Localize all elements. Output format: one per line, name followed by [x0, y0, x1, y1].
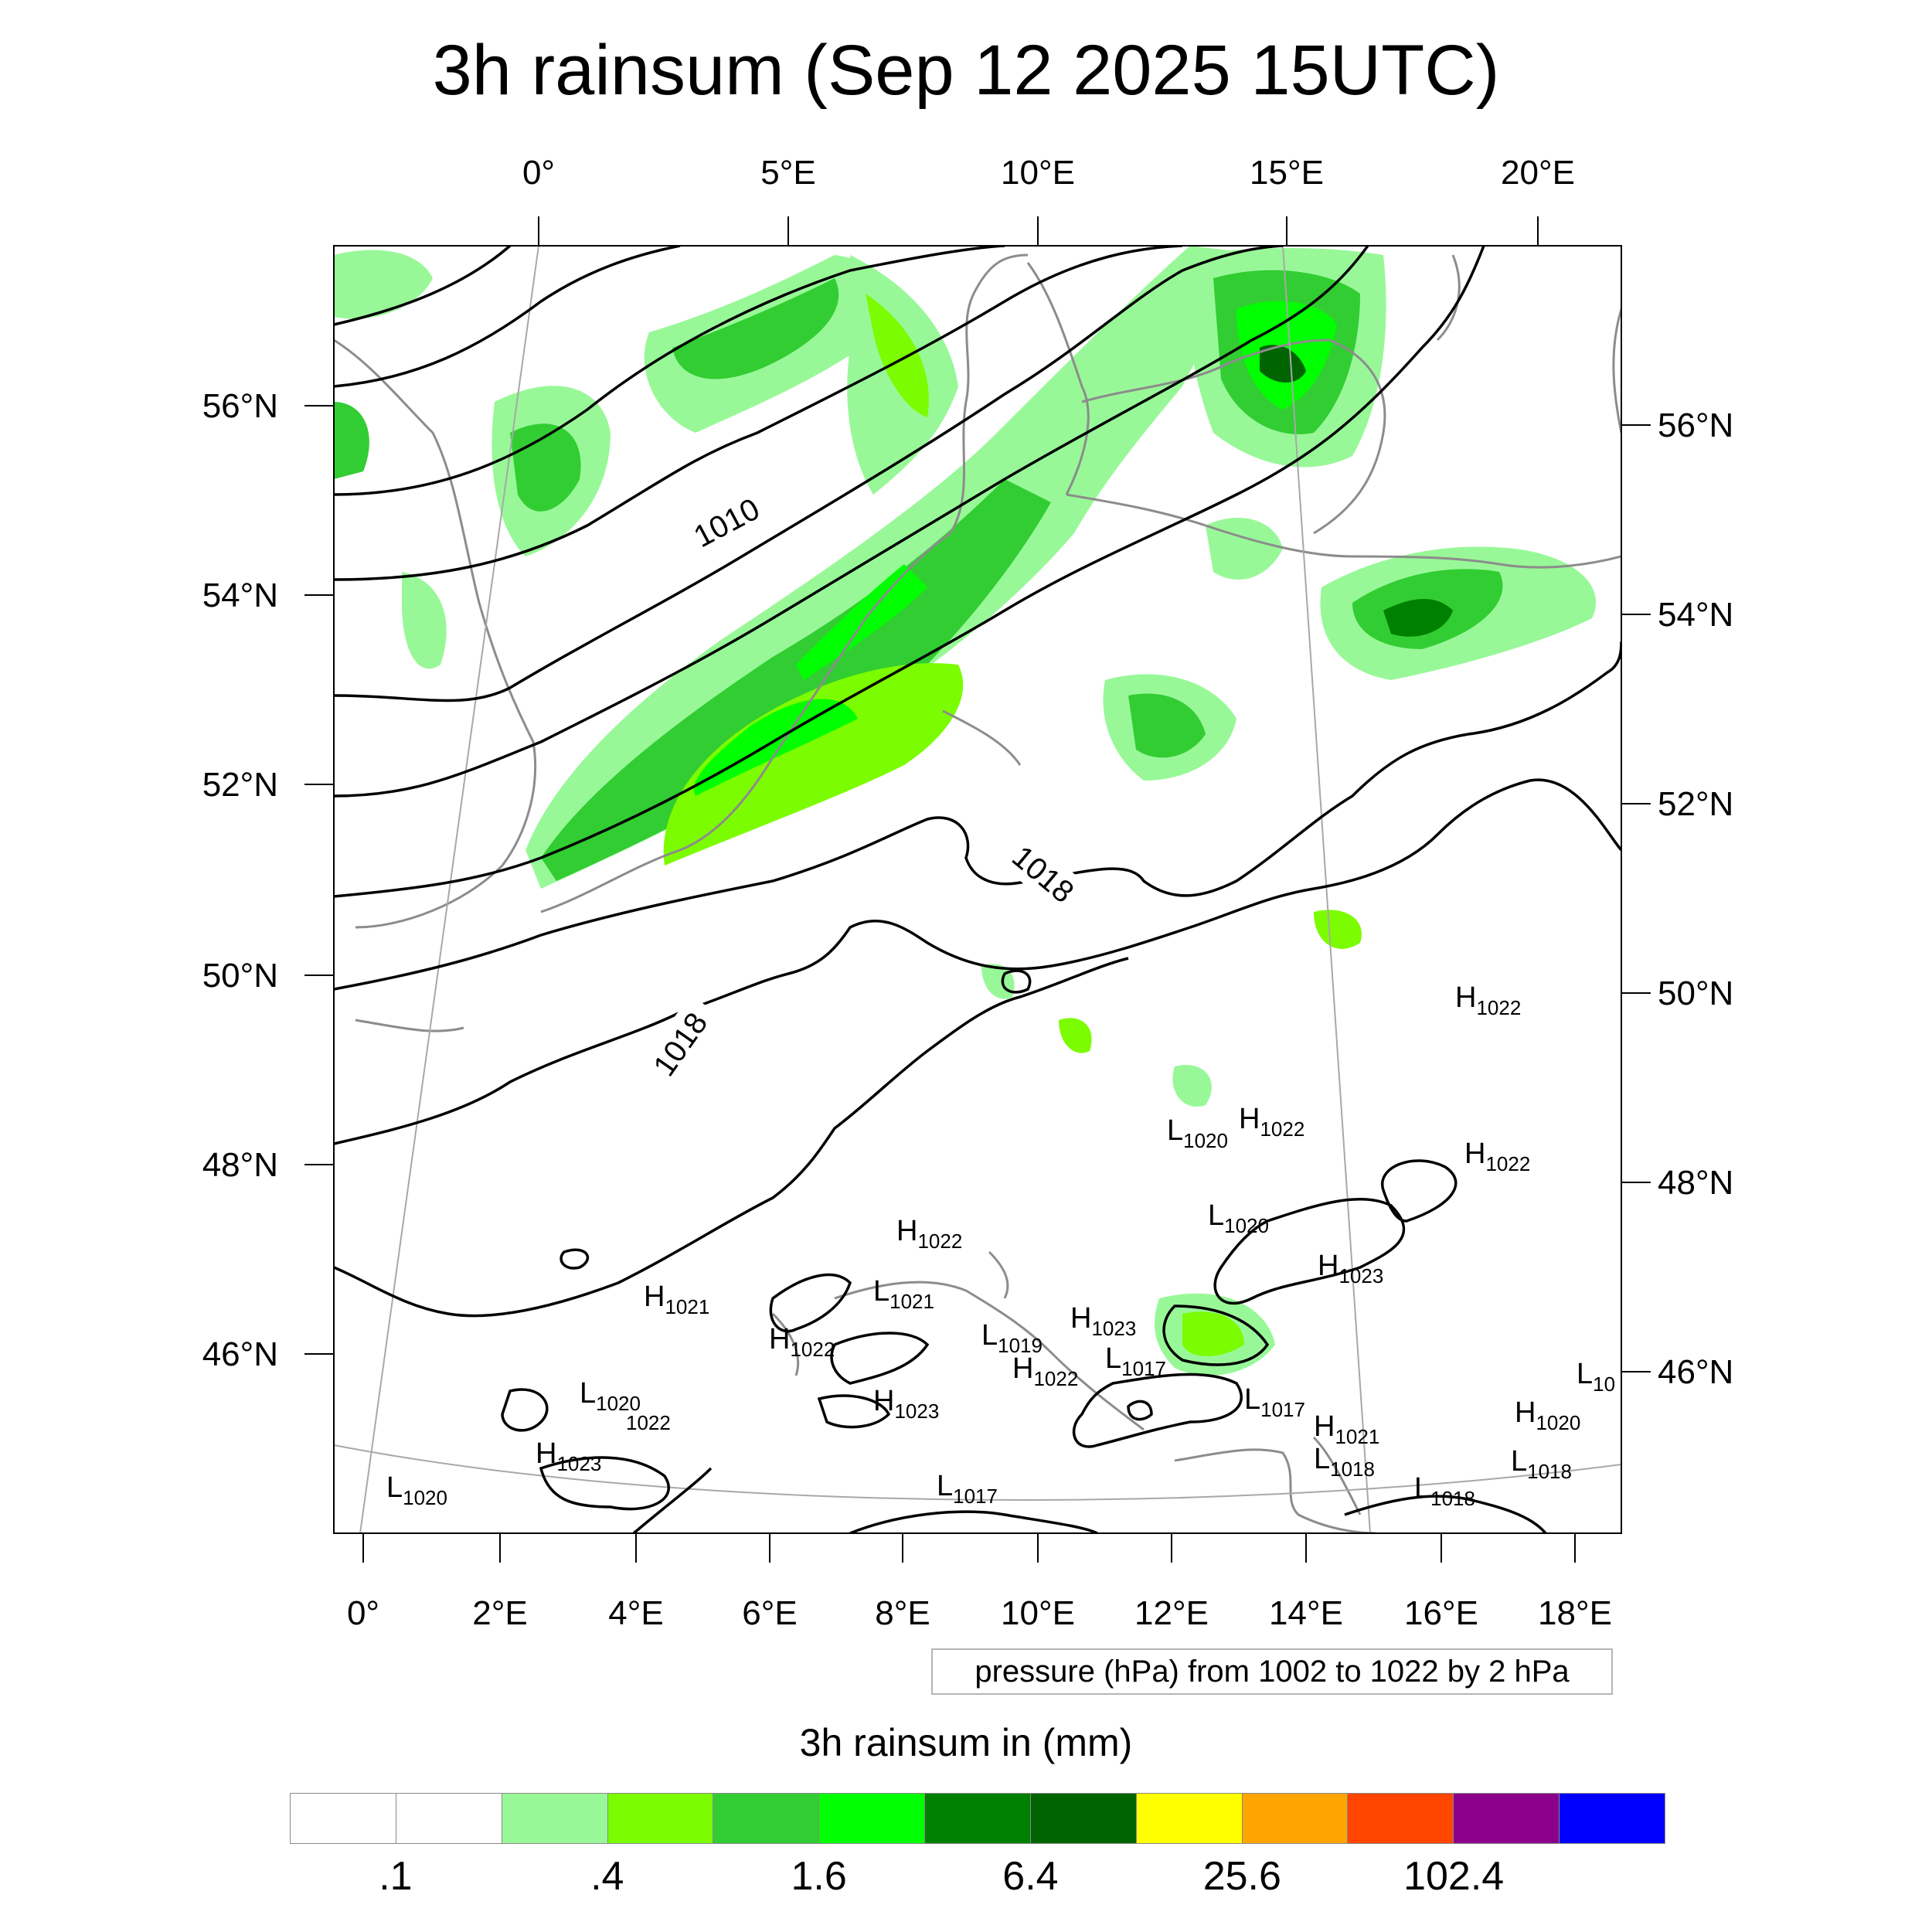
pressure-center-label: H1022	[1464, 1138, 1530, 1175]
colorbar-swatch	[1454, 1793, 1560, 1844]
colorbar-swatch	[1030, 1793, 1137, 1844]
pressure-center-label: H1022	[896, 1215, 962, 1253]
pressure-center-label: L1018	[1414, 1472, 1475, 1510]
map-frame	[333, 245, 1622, 1534]
page-title: 3h rainsum (Sep 12 2025 15UTC)	[432, 31, 1500, 110]
lon-label-top: 5°E	[760, 154, 815, 192]
lon-label-bottom: 0°	[347, 1594, 379, 1632]
lon-label-bottom: 2°E	[472, 1594, 527, 1632]
colorbar-swatch	[1348, 1793, 1454, 1844]
lon-label-top: 20°E	[1501, 154, 1575, 192]
pressure-center-label: L1017	[1244, 1383, 1305, 1421]
pressure-center-label: 1022	[626, 1411, 671, 1434]
pressure-center-label: L1020	[386, 1471, 447, 1509]
lat-label-left: 56°N	[202, 387, 278, 425]
lon-label-bottom: 16°E	[1404, 1594, 1478, 1632]
pressure-center-label: H1020	[1515, 1396, 1580, 1434]
lon-label-top: 15°E	[1250, 154, 1324, 192]
pressure-center-label: L1020	[580, 1377, 641, 1415]
pressure-center-label: H1023	[1070, 1302, 1136, 1340]
legend-title: 3h rainsum in (mm)	[799, 1721, 1133, 1764]
pressure-center-label: L1019	[981, 1319, 1043, 1357]
pressure-center-label: H1022	[1455, 981, 1521, 1019]
colorbar-swatch	[502, 1793, 608, 1844]
lon-label-top: 10°E	[1001, 154, 1075, 192]
colorbar-label: 25.6	[1202, 1854, 1281, 1899]
colorbar	[290, 1793, 1665, 1844]
lat-label-left: 46°N	[202, 1335, 278, 1373]
lon-label-bottom: 10°E	[1001, 1594, 1075, 1632]
lat-label-right: 50°N	[1658, 975, 1733, 1012]
lon-label-bottom: 18°E	[1538, 1594, 1612, 1632]
lon-label-top: 0°	[522, 154, 555, 192]
lat-label-right: 54°N	[1658, 596, 1733, 634]
colorbar-swatch	[925, 1793, 1031, 1844]
colorbar-swatch	[819, 1793, 926, 1844]
pressure-center-label: L1018	[1314, 1443, 1375, 1481]
colorbar-swatch	[607, 1793, 714, 1844]
pressure-center-label: H1023	[536, 1437, 601, 1475]
pressure-center-label: H1022	[769, 1323, 835, 1361]
lat-label-left: 48°N	[202, 1146, 278, 1184]
rainfall-field	[334, 246, 1597, 1376]
lon-label-bottom: 14°E	[1269, 1594, 1343, 1632]
pressure-center-label: L1020	[1208, 1199, 1269, 1237]
lon-label-bottom: 4°E	[608, 1594, 663, 1632]
colorbar-label: 102.4	[1403, 1854, 1505, 1899]
colorbar-swatch	[1242, 1793, 1349, 1844]
colorbar-label: 1.6	[791, 1854, 847, 1899]
lat-label-right: 52°N	[1658, 785, 1733, 823]
colorbar-swatch	[396, 1793, 502, 1844]
lon-label-bottom: 8°E	[875, 1594, 930, 1632]
coastlines	[334, 253, 1621, 1533]
lon-label-bottom: 12°E	[1134, 1594, 1209, 1632]
pressure-center-label: H1023	[1318, 1250, 1383, 1287]
colorbar-swatch	[1560, 1793, 1665, 1844]
pressure-center-label: H1022	[1239, 1103, 1304, 1141]
lat-label-left: 52°N	[202, 766, 278, 804]
colorbar-swatch	[1136, 1793, 1243, 1844]
lat-label-left: 54°N	[202, 577, 278, 614]
lat-label-right: 56°N	[1658, 406, 1733, 444]
pressure-center-label: H1021	[1314, 1410, 1379, 1448]
lon-label-bottom: 6°E	[742, 1594, 797, 1632]
pressure-center-label: L1021	[873, 1275, 934, 1313]
pressure-contour-note: pressure (hPa) from 1002 to 1022 by 2 hP…	[931, 1648, 1613, 1695]
colorbar-swatch	[290, 1793, 396, 1844]
pressure-center-label: H1021	[644, 1281, 709, 1318]
tick-marks	[304, 216, 1651, 1563]
pressure-center-label: L1017	[1105, 1342, 1166, 1380]
pressure-centers: H1022 L1020 H1022 H1022 L1020 H1022 H102…	[386, 981, 1615, 1510]
pressure-center-label: H1023	[873, 1385, 939, 1423]
pressure-center-label: L10	[1577, 1358, 1615, 1396]
colorbar-labels: .1 .4 1.6 6.4 25.6 102.4	[0, 1852, 1932, 1906]
pressure-center-label: L1020	[1167, 1114, 1228, 1152]
lat-label-right: 48°N	[1658, 1164, 1733, 1202]
colorbar-label: 6.4	[1002, 1854, 1059, 1899]
pressure-center-label: L1018	[1511, 1445, 1572, 1483]
colorbar-label: .1	[379, 1854, 413, 1899]
pressure-center-label: L1017	[937, 1470, 998, 1508]
pressure-center-label: H1022	[1012, 1352, 1078, 1390]
lat-label-left: 50°N	[202, 957, 278, 995]
colorbar-label: .4	[590, 1854, 624, 1899]
lat-label-right: 46°N	[1658, 1353, 1733, 1391]
colorbar-swatch	[713, 1793, 820, 1844]
